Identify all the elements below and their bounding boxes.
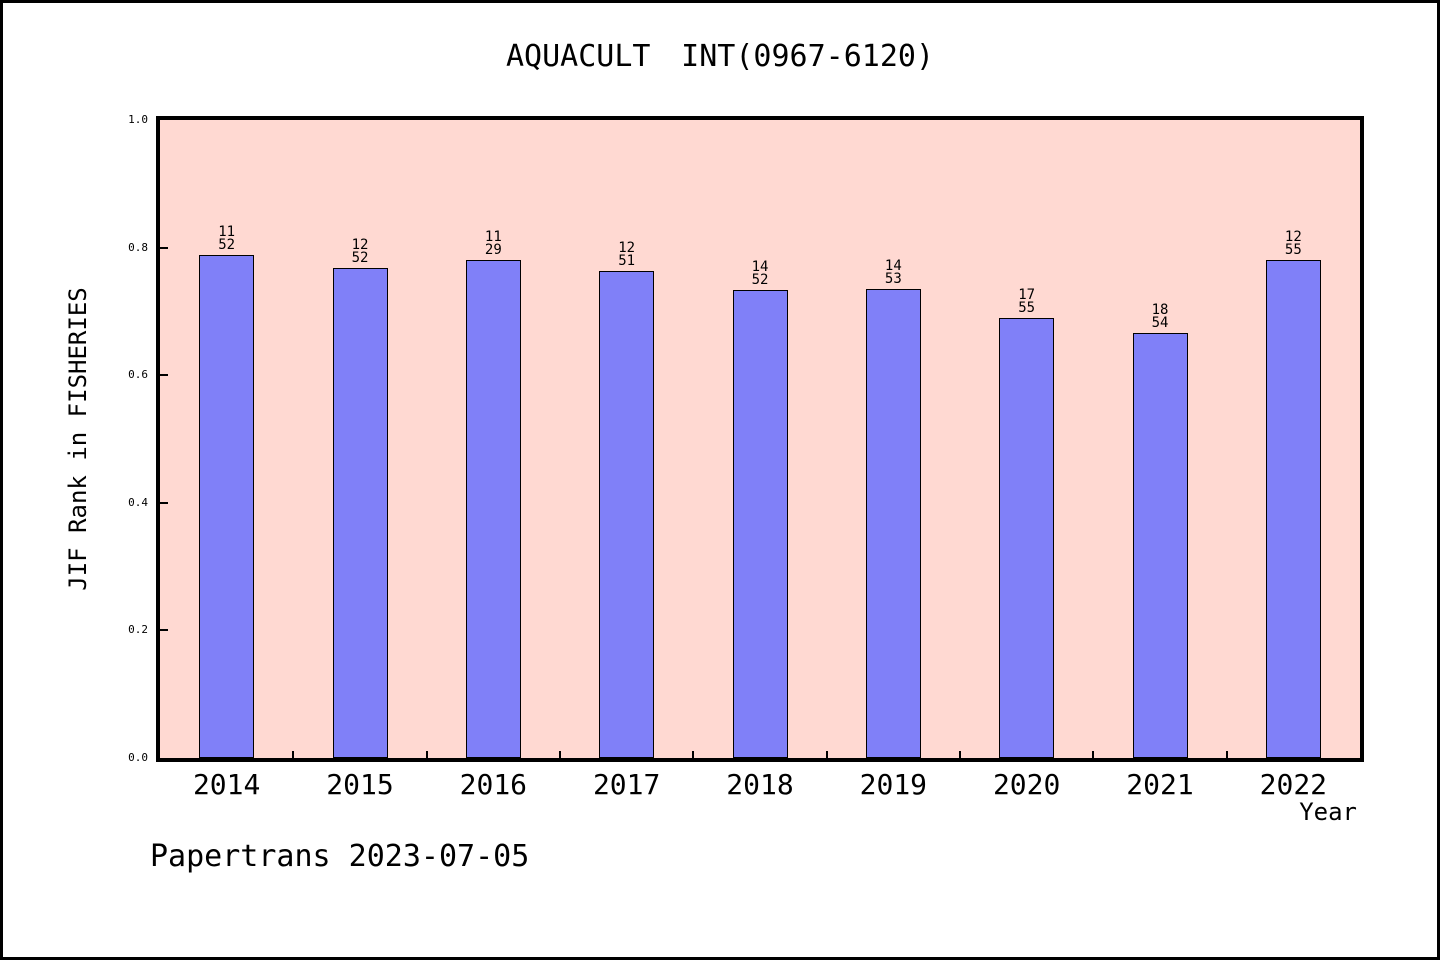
- plot-area: 11 52 12 52 11 29 12 51 14 52 14 53 17 55 18 54 12 55: [156, 116, 1364, 762]
- bar-value-label-2018: 14 52: [715, 259, 805, 289]
- y-tick-label-0.2: 0.2: [128, 623, 148, 637]
- x-tick-label-2016: 2016: [459, 768, 528, 801]
- bar-rank-value: 18: [1151, 302, 1169, 319]
- x-tick-label-2019: 2019: [859, 768, 928, 801]
- bar-rank-value: 11: [484, 229, 502, 246]
- bar-2018: [732, 290, 788, 758]
- x-tick-mark: [292, 751, 295, 758]
- x-tick-label-2017: 2017: [592, 768, 661, 801]
- x-tick-label-2014: 2014: [192, 768, 261, 801]
- y-tick-label-0.0: 0.0: [128, 751, 148, 764]
- x-tick-mark: [692, 751, 695, 758]
- y-tick-label-0.8: 0.8: [128, 240, 148, 254]
- y-tick-mark: [160, 629, 168, 632]
- bar-total-value: 52: [218, 237, 236, 254]
- bar-2019: [865, 289, 921, 758]
- x-tick-label-2015: 2015: [326, 768, 394, 801]
- bar-2016: [465, 260, 521, 758]
- bar-rank-value: 11: [218, 224, 236, 241]
- footer-watermark: Papertrans 2023-07-05: [150, 839, 530, 874]
- bar-total-value: 52: [351, 250, 369, 267]
- x-tick-mark: [825, 751, 828, 758]
- bar-value-label-2022: 12 55: [1248, 229, 1338, 259]
- bar-2020: [999, 317, 1055, 758]
- bar-rank-value: 12: [618, 240, 636, 257]
- y-tick-label-1.0: 1.0: [128, 113, 148, 126]
- x-tick-mark: [959, 751, 961, 758]
- bar-total-value: 54: [1151, 315, 1169, 332]
- bar-rank-value: 14: [751, 259, 769, 276]
- bar-value-label-2020: 17 55: [982, 286, 1072, 316]
- x-axis-label: Year: [1299, 798, 1357, 826]
- bar-total-value: 29: [484, 242, 502, 259]
- bar-2014: [199, 255, 255, 758]
- y-tick-label-0.4: 0.4: [128, 495, 148, 509]
- bar-rank-value: 12: [1284, 229, 1302, 246]
- bar-2021: [1132, 333, 1188, 758]
- bar-total-value: 53: [884, 271, 902, 288]
- bar-value-label-2017: 12 51: [582, 240, 672, 270]
- y-tick-mark: [160, 501, 168, 504]
- bar-total-value: 55: [1018, 299, 1036, 316]
- x-tick-mark: [1092, 751, 1095, 758]
- bar-value-label-2015: 12 52: [315, 237, 405, 267]
- bar-rank-value: 14: [884, 258, 902, 275]
- bar-2017: [599, 271, 655, 758]
- bar-rank-value: 17: [1018, 286, 1036, 303]
- bar-value-label-2019: 14 53: [848, 258, 938, 288]
- bar-total-value: 52: [751, 272, 769, 289]
- bar-value-label-2016: 11 29: [448, 229, 538, 259]
- x-tick-mark: [425, 751, 428, 758]
- x-tick-mark: [1225, 751, 1228, 758]
- bar-rank-value: 12: [351, 237, 369, 254]
- y-tick-mark: [160, 374, 168, 377]
- x-tick-label-2020: 2020: [992, 768, 1061, 801]
- bar-2015: [332, 268, 388, 758]
- x-tick-label-2018: 2018: [726, 768, 794, 801]
- bar-value-label-2021: 18 54: [1115, 302, 1205, 332]
- bar-total-value: 55: [1284, 242, 1302, 259]
- y-axis-label: JIF Rank in FISHERIES: [64, 287, 92, 591]
- bar-2022: [1265, 260, 1321, 758]
- y-tick-label-0.6: 0.6: [128, 368, 148, 382]
- x-tick-mark: [559, 751, 561, 758]
- bar-value-label-2014: 11 52: [182, 224, 272, 254]
- x-tick-label-2021: 2021: [1126, 768, 1194, 801]
- x-tick-label-2022: 2022: [1259, 768, 1328, 801]
- bar-total-value: 51: [618, 253, 636, 270]
- chart-figure: AQUACULT INT(0967-6120) JIF Rank in FISH…: [3, 3, 1437, 957]
- chart-title: AQUACULT INT(0967-6120): [505, 39, 934, 74]
- y-tick-mark: [160, 246, 168, 249]
